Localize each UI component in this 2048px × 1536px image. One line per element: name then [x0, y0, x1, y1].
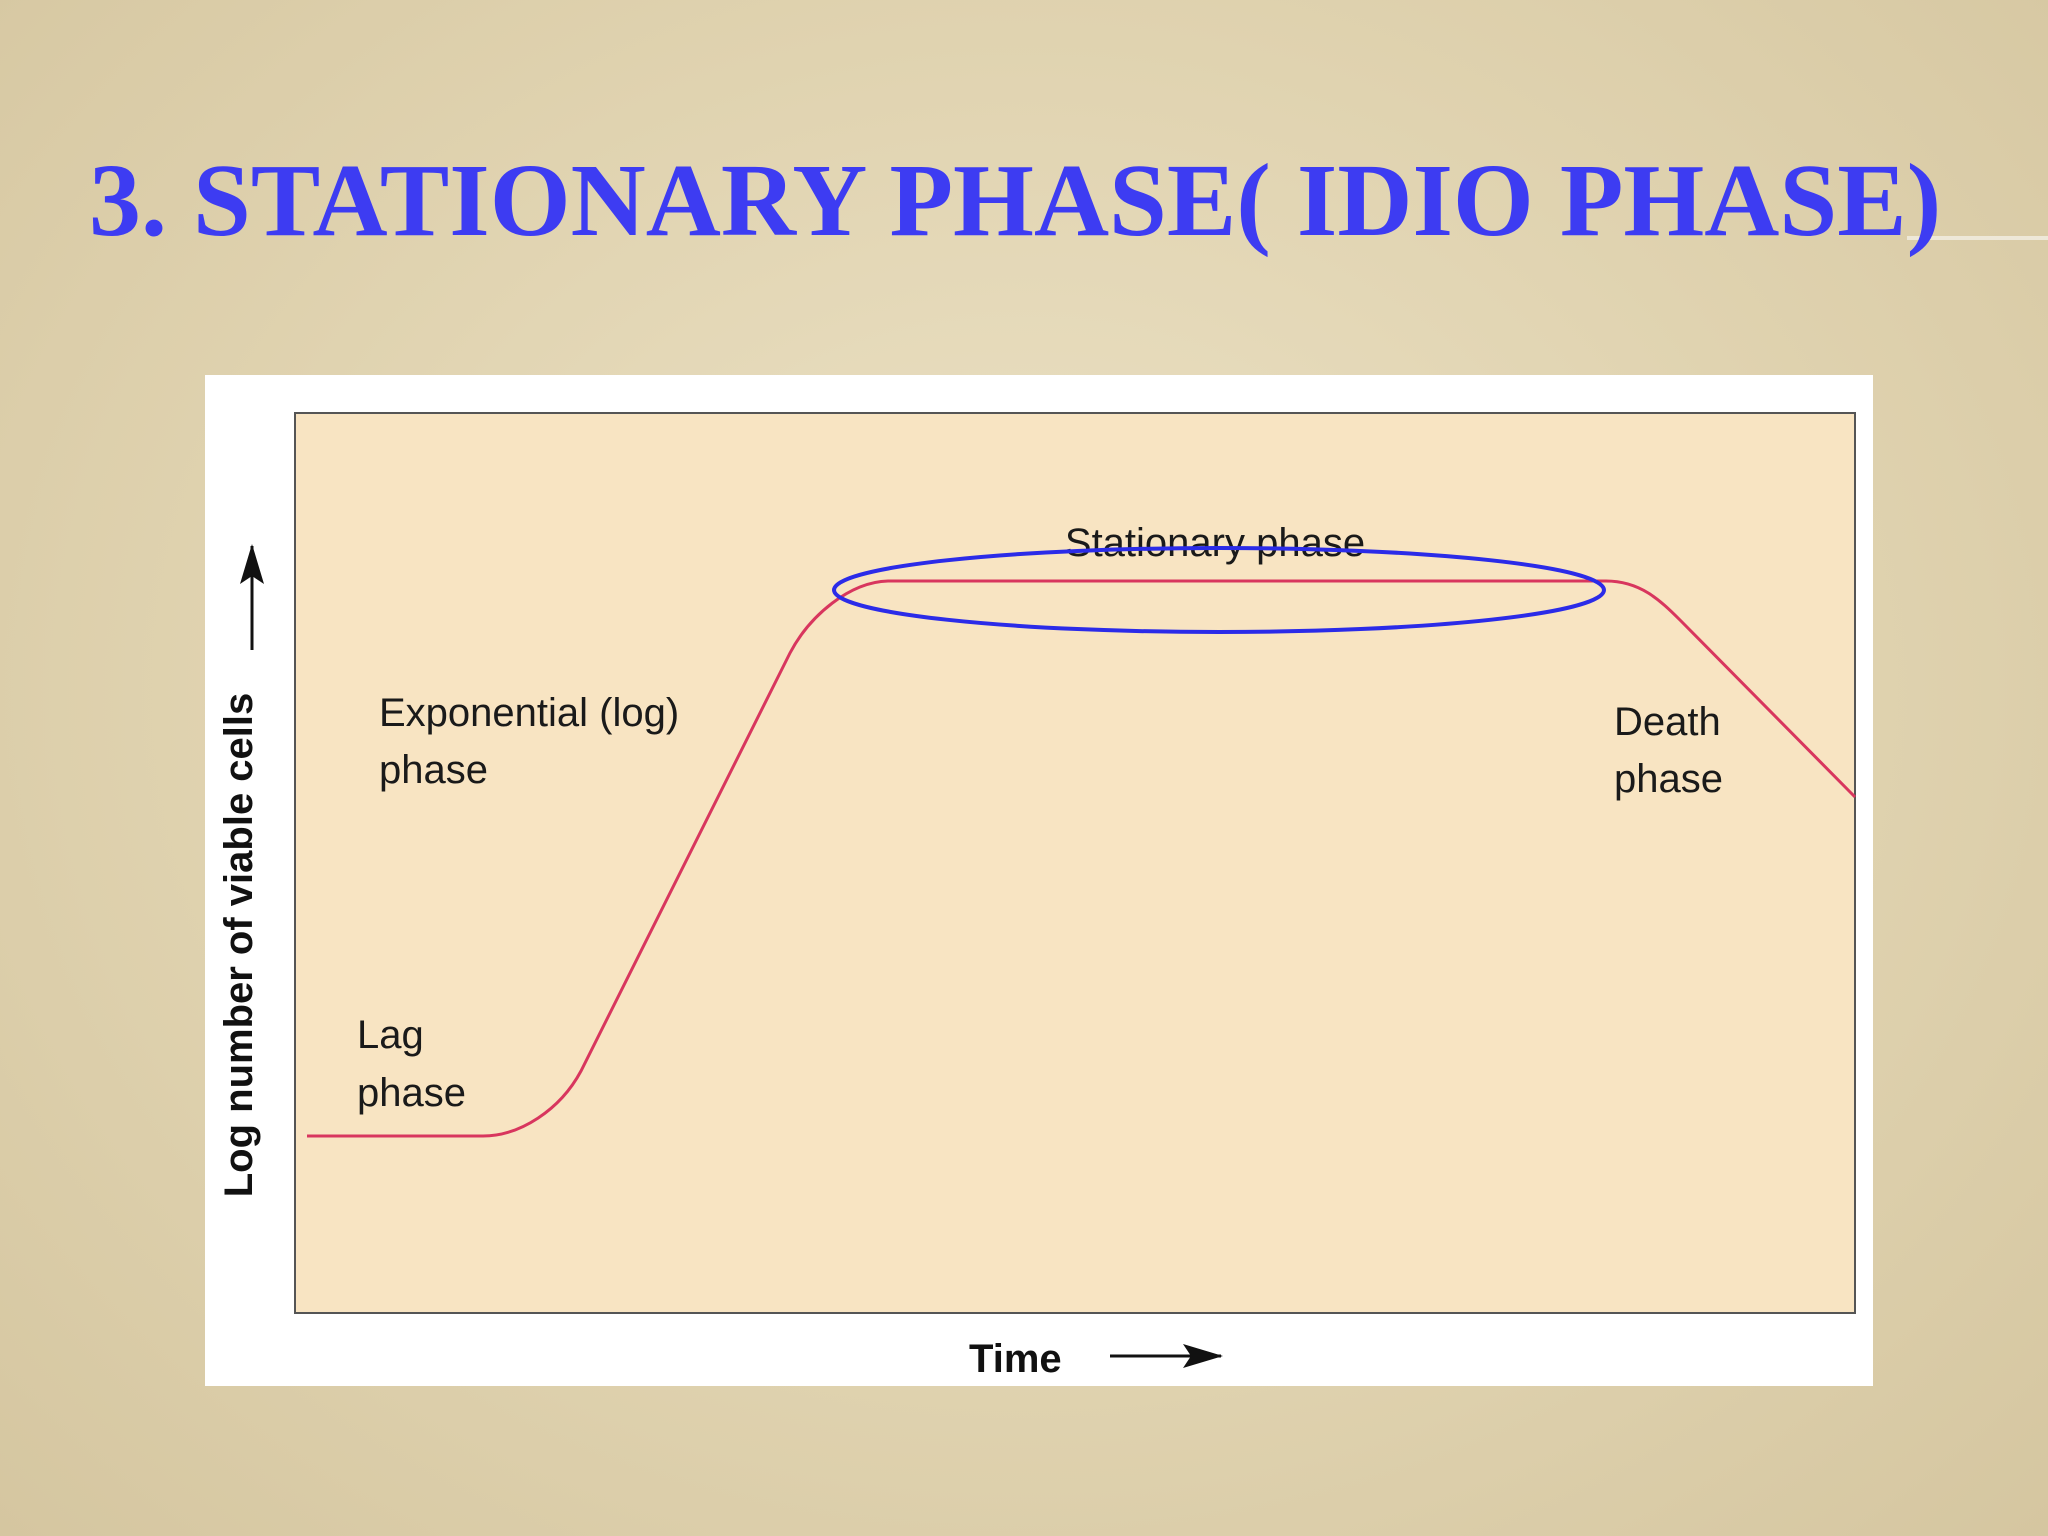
- plot-area: [294, 412, 1856, 1314]
- exponential-label: Exponential (log): [379, 691, 679, 735]
- y-axis-label: Log number of viable cells: [217, 693, 261, 1198]
- slide-title: 3. STATIONARY PHASE( IDIO PHASE): [89, 143, 1941, 258]
- lag-label: Lag: [357, 1013, 424, 1057]
- death-label: Death: [1614, 700, 1721, 744]
- exponential-label: phase: [379, 748, 488, 792]
- growth-curve: [307, 579, 1857, 1138]
- death-label: phase: [1614, 757, 1723, 801]
- x-axis-label: Time: [969, 1337, 1062, 1381]
- lag-label: phase: [357, 1071, 466, 1115]
- stationary-label: Stationary phase: [1065, 521, 1365, 565]
- highlight-ellipse: [832, 546, 1606, 634]
